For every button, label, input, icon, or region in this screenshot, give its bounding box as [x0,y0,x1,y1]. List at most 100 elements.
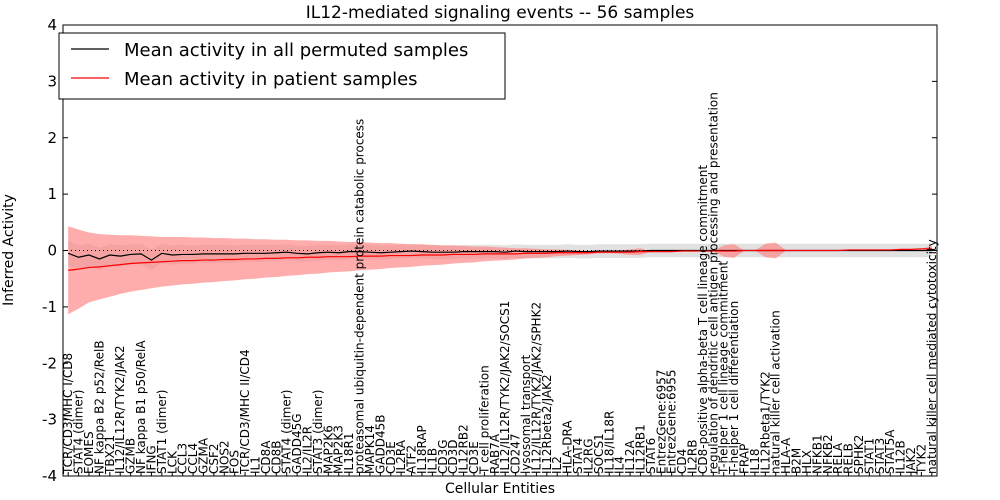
legend-label-permuted: Mean activity in all permuted samples [124,40,468,61]
x-category-label: NFKB2 [821,434,835,474]
y-tick-label: -1 [42,298,57,316]
x-category-label: IL2RG [581,439,595,475]
x-category-label: T-helper 1 cell differentiation [727,301,741,475]
x-category-label: CD8A [259,440,273,474]
x-category-label: EOMES [82,431,96,474]
x-category-label: NFKB1 [810,434,824,474]
x-category-label: IL2 [550,456,564,474]
x-category-label: RAB7A [488,433,502,474]
x-category-label: CSF2 [207,443,221,474]
y-tick-label: 2 [47,129,57,147]
x-category-label: lysosomal transport [519,354,533,474]
x-category-label: STAT4 (dimer) [280,390,294,474]
x-category-label: STAT1 (dimer) [155,390,169,474]
x-category-label: RELB [842,443,856,474]
x-category-label: IL12A [623,440,637,474]
y-tick-label: -4 [42,467,57,485]
x-axis-label: Cellular Entities [445,481,555,497]
x-category-label: IL12RB2 [457,424,471,474]
legend: Mean activity in all permuted samples Me… [58,32,506,100]
x-category-label: EntrezGene:6955 [665,370,679,475]
x-category-label: MAP2K6 [321,425,335,474]
x-category-label: IL12Rbeta2/JAK2 [540,374,554,474]
x-category-label: HLA-A [779,437,793,474]
x-category-label: CD247 [509,433,523,474]
x-category-label: B2M [790,448,804,474]
x-category-label: IL4 [613,456,627,474]
x-category-label: SOCS1 [592,433,606,474]
x-category-label: IL12Rbeta1/TYK2 [758,371,772,474]
y-tick-label: -2 [42,354,57,372]
patient-band [68,226,932,315]
x-category-label: IL12RB1 [633,424,647,474]
x-category-label: IL18 [748,449,762,475]
x-category-label: GZMA [196,437,210,474]
legend-box [58,32,506,100]
x-category-label: TCR/CD3/MHC I/CD8 [61,353,75,475]
x-category-label: FRAP [738,444,752,474]
x-category-label: JAK2 [904,447,918,475]
x-category-label: STAT5A [883,429,897,474]
y-tick-label: -3 [42,411,57,429]
x-category-label: IL12/IL12R/TYK2/JAK2 [113,345,127,474]
x-category-label: TBX21 [103,435,117,475]
x-category-label: CD8B [269,441,283,475]
patient-mean-line [68,248,932,271]
x-category-label: GZMB [124,438,138,474]
x-category-label: STAT6 [644,438,658,474]
x-category-label: NOS2 [217,440,231,474]
x-category-label: T-helper 1 cell lineage commitment [717,261,731,475]
x-category-label: EntrezGene:6957 [654,370,668,475]
x-category-label: CD4 [675,449,689,474]
x-category-label: CD3E [384,441,398,474]
y-tick-label: 0 [47,242,57,260]
x-category-label: STAT1 [862,438,876,474]
y-tick-label: 1 [47,185,57,203]
x-category-label: FOS [228,450,242,474]
x-category-label: IL1 [248,456,262,474]
chart-title: IL12-mediated signaling events -- 56 sam… [306,3,695,23]
x-category-label: regulation of dendritic cell antigen pro… [706,92,720,474]
x-category-label: IL2/IL2R [301,426,315,474]
x-category-label: STAT3 (dimer) [311,390,325,474]
x-category-label: natural killer cell activation [769,310,783,474]
x-category-label: IL12B [894,440,908,474]
x-category-label: CCL3 [176,443,190,474]
plot-lines [63,248,937,271]
y-tick-label: 3 [47,72,57,90]
x-category-label: IL12/IL12R/TYK2/JAK2/SOCS1 [498,301,512,474]
x-category-label: STAT4 (dimer) [72,390,86,474]
x-category-label: SPHK2 [852,435,866,474]
x-category-label: GADD45B [373,415,387,475]
x-category-label: CD3E [467,441,481,474]
x-category-label: HLA-DRA [561,420,575,474]
x-category-label: LCK [165,450,179,474]
x-category-label: MAPK14 [363,425,377,474]
x-category-label: STAT3 [873,438,887,474]
x-category-label: IL18RAP [415,425,429,474]
x-category-label: CD8-positive alpha-beta T cell lineage c… [696,165,710,474]
x-category-label: TYK2 [914,444,928,475]
x-category-label: CCL4 [186,443,200,474]
plot-bands [68,226,932,315]
x-category-label: CD3D [446,440,460,475]
x-category-label: NF kappa B1 p50/RelA [134,340,148,474]
x-category-label: STAT4 [571,438,585,474]
x-category-label: GADD45G [290,413,304,474]
x-category-label: IFNG [144,445,158,474]
x-category-label: MAP2K3 [332,425,346,474]
x-category-label: ATF2 [405,445,419,474]
x-category-label: IL2RB [685,440,699,474]
x-category-label: T cell proliferation [477,365,491,475]
x-category-label: HLX [800,450,814,474]
x-category-label: RELA [831,442,845,474]
x-category-label: CD3G [436,439,450,474]
x-category-label: IL1B [425,448,439,474]
x-category-label: IL18R1 [342,433,356,474]
x-category-label: IL12/IL12R/TYK2/JAK2/SPHK2 [529,302,543,474]
x-category-label: IL2RA [394,439,408,474]
legend-label-patient: Mean activity in patient samples [124,69,418,90]
y-tick-label: 4 [47,16,57,34]
